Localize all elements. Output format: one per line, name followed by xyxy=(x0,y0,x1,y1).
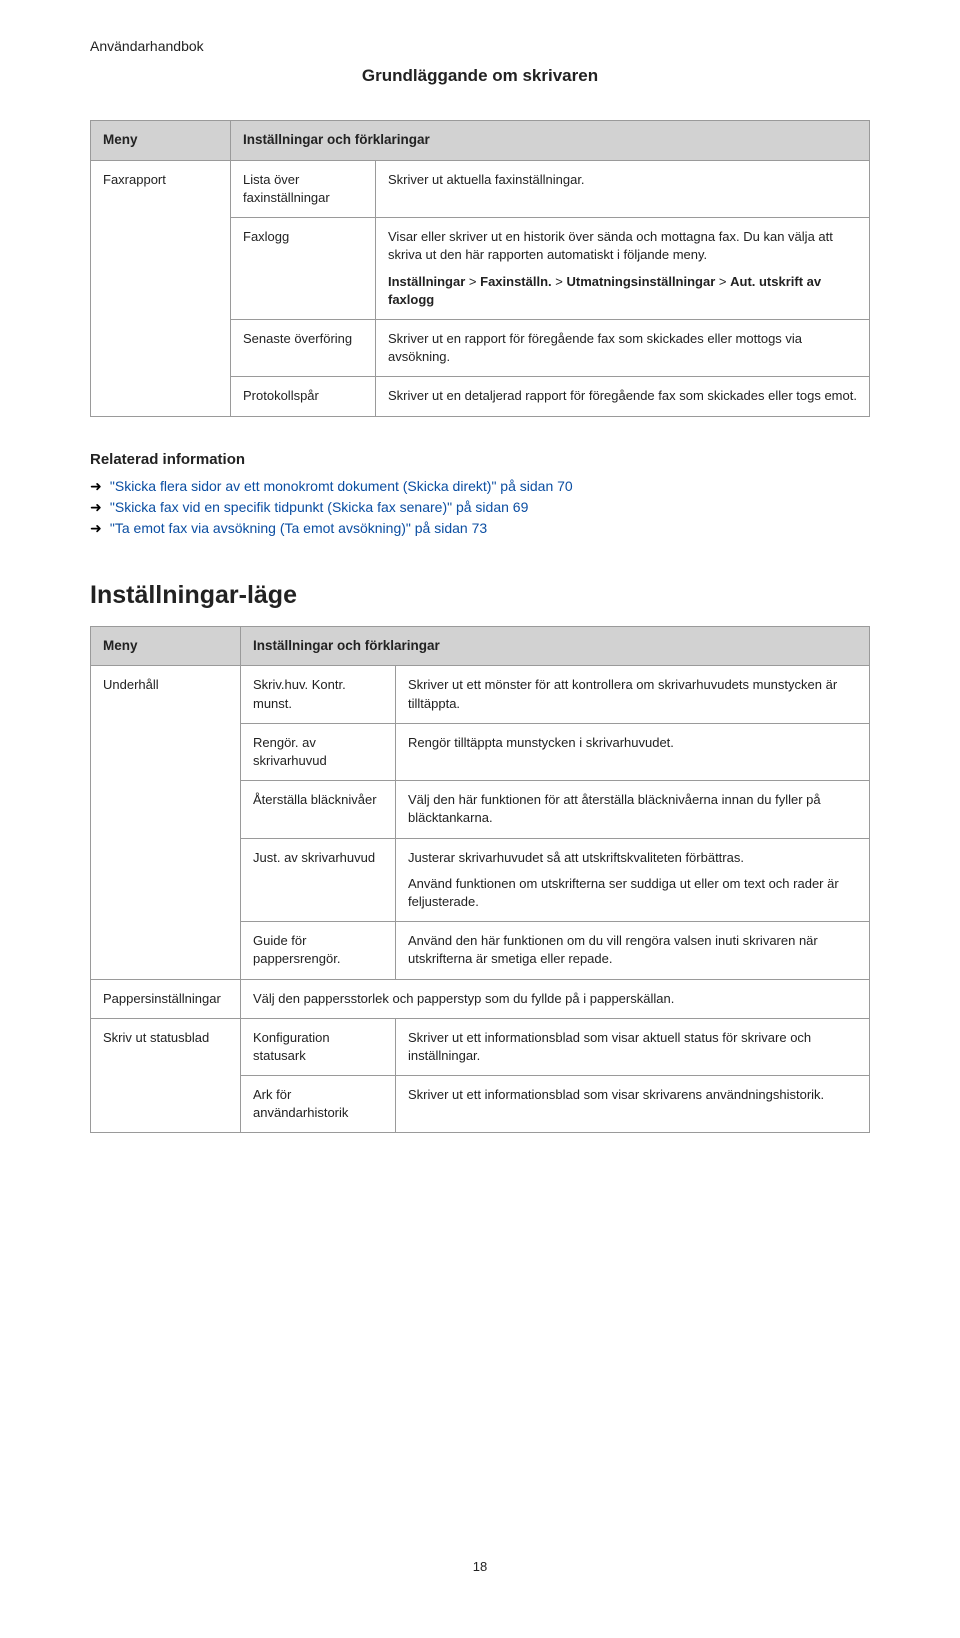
faxlogg-p1: Visar eller skriver ut en historik över … xyxy=(388,228,857,264)
col-forklaringar-2: Inställningar och förklaringar xyxy=(241,626,870,666)
related-item: ➜ "Ta emot fax via avsökning (Ta emot av… xyxy=(90,520,870,537)
path-3: Utmatningsinställningar xyxy=(566,274,715,289)
table-row: Faxrapport Lista över faxinställningar S… xyxy=(91,160,870,217)
table-header-row: Meny Inställningar och förklaringar xyxy=(91,626,870,666)
cell-rengor: Rengör. av skrivarhuvud xyxy=(241,723,396,780)
cell-senaste-desc: Skriver ut en rapport för föregående fax… xyxy=(376,320,870,377)
cell-guide-pappers-desc: Använd den här funktionen om du vill ren… xyxy=(396,922,870,979)
cell-konfig-statusark: Konfiguration statusark xyxy=(241,1018,396,1075)
path-2: Faxinställn. xyxy=(480,274,552,289)
mode-heading: Inställningar-läge xyxy=(90,581,870,610)
cell-aterstalla-desc: Välj den här funktionen för att återstäl… xyxy=(396,781,870,838)
col-forklaringar: Inställningar och förklaringar xyxy=(231,121,870,161)
table-row: Underhåll Skriv.huv. Kontr. munst. Skriv… xyxy=(91,666,870,723)
related-item: ➜ "Skicka flera sidor av ett monokromt d… xyxy=(90,478,870,495)
cell-faxlogg-desc: Visar eller skriver ut en historik över … xyxy=(376,218,870,320)
page-wrapper: Användarhandbok Grundläggande om skrivar… xyxy=(90,38,870,1598)
arrow-right-icon: ➜ xyxy=(90,520,106,537)
cell-konfig-statusark-desc: Skriver ut ett informationsblad som visa… xyxy=(396,1018,870,1075)
related-item: ➜ "Skicka fax vid en specifik tidpunkt (… xyxy=(90,499,870,516)
cell-ark-anvandarhistorik: Ark för användarhistorik xyxy=(241,1076,396,1133)
cell-ark-anvandarhistorik-desc: Skriver ut ett informationsblad som visa… xyxy=(396,1076,870,1133)
fax-report-table: Meny Inställningar och förklaringar Faxr… xyxy=(90,120,870,417)
cell-protokoll: Protokollspår xyxy=(231,377,376,416)
table-row: Pappersinställningar Välj den papperssto… xyxy=(91,979,870,1018)
cell-skrivhuv-kontr: Skriv.huv. Kontr. munst. xyxy=(241,666,396,723)
cell-rengor-desc: Rengör tilltäppta munstycken i skrivarhu… xyxy=(396,723,870,780)
page-number: 18 xyxy=(90,1559,870,1574)
related-link-1[interactable]: "Skicka flera sidor av ett monokromt dok… xyxy=(110,478,573,494)
cell-faxrapport: Faxrapport xyxy=(91,160,231,416)
just-p1: Justerar skrivarhuvudet så att utskrifts… xyxy=(408,849,857,867)
settings-mode-table: Meny Inställningar och förklaringar Unde… xyxy=(90,626,870,1134)
related-link-3[interactable]: "Ta emot fax via avsökning (Ta emot avsö… xyxy=(110,520,487,536)
cell-lista-over: Lista över faxinställningar xyxy=(231,160,376,217)
running-header: Användarhandbok xyxy=(90,38,870,54)
cell-pappersinstallningar: Pappersinställningar xyxy=(91,979,241,1018)
cell-underhall: Underhåll xyxy=(91,666,241,979)
faxlogg-path: Inställningar > Faxinställn. > Utmatning… xyxy=(388,273,857,309)
cell-skriv-statusblad: Skriv ut statusblad xyxy=(91,1018,241,1133)
arrow-right-icon: ➜ xyxy=(90,499,106,516)
cell-guide-pappers: Guide för pappersrengör. xyxy=(241,922,396,979)
cell-just-skrivarhuvud: Just. av skrivarhuvud xyxy=(241,838,396,922)
col-meny-2: Meny xyxy=(91,626,241,666)
cell-protokoll-desc: Skriver ut en detaljerad rapport för för… xyxy=(376,377,870,416)
cell-aterstalla: Återställa bläcknivåer xyxy=(241,781,396,838)
just-p2: Använd funktionen om utskrifterna ser su… xyxy=(408,875,857,911)
table-row: Skriv ut statusblad Konfiguration status… xyxy=(91,1018,870,1075)
col-meny: Meny xyxy=(91,121,231,161)
related-link-2[interactable]: "Skicka fax vid en specifik tidpunkt (Sk… xyxy=(110,499,528,515)
cell-faxlogg: Faxlogg xyxy=(231,218,376,320)
section-title: Grundläggande om skrivaren xyxy=(90,66,870,86)
cell-senaste: Senaste överföring xyxy=(231,320,376,377)
table-header-row: Meny Inställningar och förklaringar xyxy=(91,121,870,161)
cell-just-desc: Justerar skrivarhuvudet så att utskrifts… xyxy=(396,838,870,922)
cell-skriver-aktuella: Skriver ut aktuella faxinställningar. xyxy=(376,160,870,217)
cell-pappersinstallningar-desc: Välj den pappersstorlek och papperstyp s… xyxy=(241,979,870,1018)
arrow-right-icon: ➜ xyxy=(90,478,106,495)
related-list: ➜ "Skicka flera sidor av ett monokromt d… xyxy=(90,478,870,537)
related-heading: Relaterad information xyxy=(90,451,870,468)
cell-skrivhuv-kontr-desc: Skriver ut ett mönster för att kontrolle… xyxy=(396,666,870,723)
path-1: Inställningar xyxy=(388,274,465,289)
